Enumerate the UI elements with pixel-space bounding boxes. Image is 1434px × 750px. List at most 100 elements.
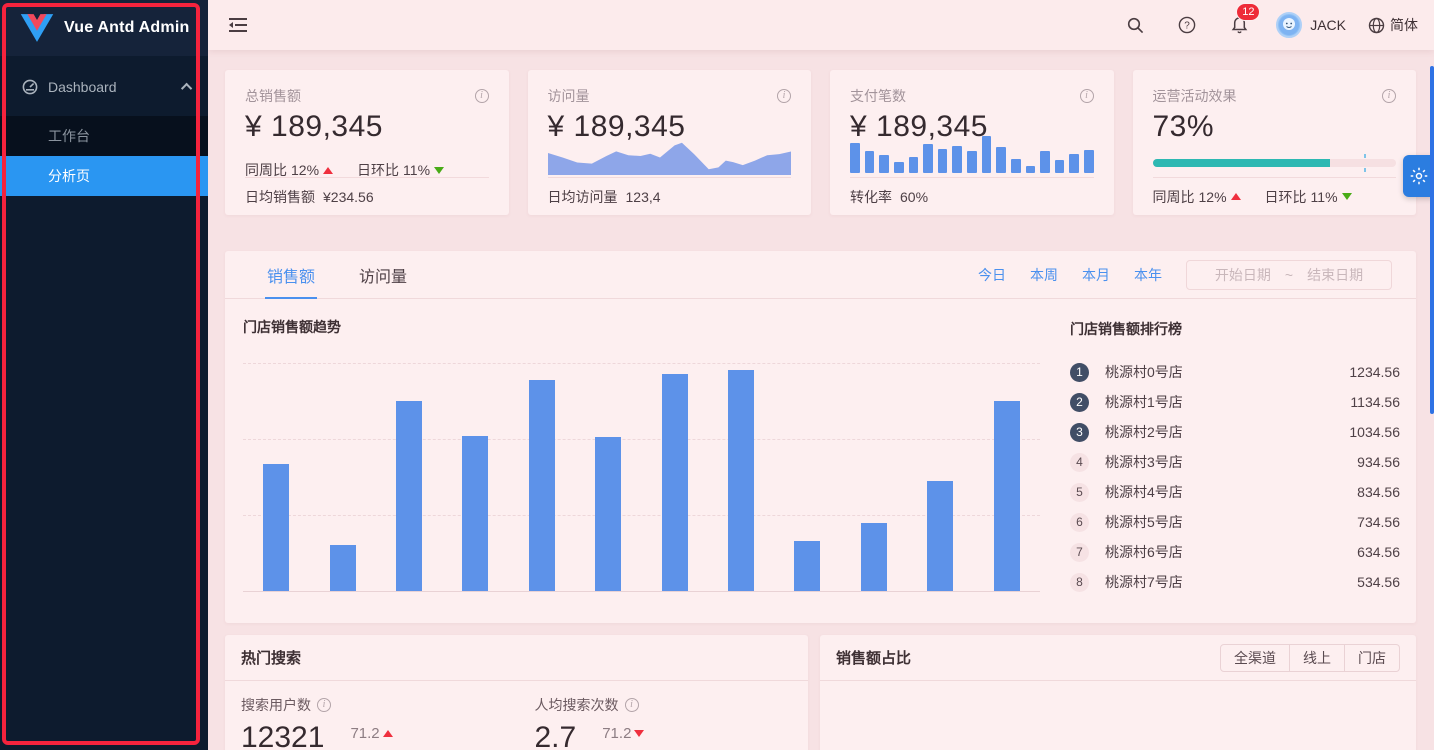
logo[interactable]: Vue Antd Admin [0, 0, 208, 56]
bar[interactable] [462, 436, 489, 591]
quick-filter-本年[interactable]: 本年 [1134, 266, 1162, 283]
search-icon[interactable] [1120, 10, 1150, 40]
channel-button-门店[interactable]: 门店 [1345, 643, 1400, 672]
progress-target-marker [1364, 154, 1367, 158]
sidebar-item-analysis[interactable]: 分析页 [0, 156, 208, 196]
content: 总销售额 i ¥ 189,345 同周比 12% 日环比 11% [208, 50, 1434, 750]
bar[interactable] [927, 481, 954, 591]
app-title: Vue Antd Admin [64, 19, 190, 36]
rank-badge: 4 [1070, 452, 1089, 472]
ranking-list-item: 6 桃源村5号店 734.56 [1070, 507, 1400, 537]
sidebar: Vue Antd Admin Dashboard 工作台 分析页 [0, 0, 208, 750]
ranking-list-item: 1 桃源村0号店 1234.56 [1070, 357, 1400, 387]
info-icon[interactable]: i [624, 698, 639, 712]
settings-gear-button[interactable] [1403, 155, 1434, 197]
bar[interactable] [329, 545, 356, 591]
rank-badge: 3 [1070, 422, 1089, 442]
bar[interactable] [595, 437, 622, 591]
visits-mini-area-chart [547, 137, 791, 175]
menu-fold-icon[interactable] [224, 11, 252, 39]
rank-store-name: 桃源村1号店 [1105, 394, 1183, 410]
channel-button-全渠道[interactable]: 全渠道 [1220, 643, 1290, 672]
quick-filter-本周[interactable]: 本周 [1030, 266, 1058, 283]
quick-filters: 今日 本周 本月 本年 [978, 265, 1162, 285]
bell-icon[interactable]: 12 [1224, 3, 1261, 40]
rank-store-value: 934.56 [1357, 454, 1400, 470]
bar[interactable] [794, 541, 821, 591]
mini-bar [1054, 160, 1065, 173]
language-switcher[interactable]: 简体 [1368, 15, 1418, 35]
info-icon[interactable]: i [1382, 89, 1396, 103]
metric-trend: 71.2 [602, 725, 645, 742]
channel-segmented-buttons: 全渠道 线上 门店 [1220, 643, 1400, 672]
info-icon[interactable]: i [1079, 89, 1094, 103]
ranking-title: 门店销售额排行榜 [1070, 321, 1182, 337]
topbar-right: ? 12 JACK 简体 [1120, 3, 1418, 40]
rank-badge: 5 [1070, 482, 1089, 502]
stat-card-total-sales: 总销售额 i ¥ 189,345 同周比 12% 日环比 11% [225, 70, 509, 215]
bar[interactable] [396, 401, 423, 591]
tabbar: 销售额 访问量 今日 本周 本月 本年 开始日期 ~ 结束日期 [225, 251, 1416, 299]
channel-button-线上[interactable]: 线上 [1290, 643, 1345, 672]
ranking-list-item: 5 桃源村4号店 834.56 [1070, 477, 1400, 507]
trend-value: 71.2 [602, 725, 632, 742]
ranking-list-item: 3 桃源村2号店 1034.56 [1070, 417, 1400, 447]
progress-fill [1152, 159, 1331, 167]
mini-bar [1084, 150, 1094, 173]
quick-filter-今日[interactable]: 今日 [978, 266, 1006, 283]
mini-bar [923, 144, 933, 173]
footer-label: 日均销售额 [245, 188, 315, 205]
mini-bar [952, 146, 962, 173]
mini-bar [893, 162, 904, 173]
rank-store-name: 桃源村5号店 [1105, 514, 1183, 530]
tab-销售额[interactable]: 销售额 [265, 251, 318, 299]
caret-up-icon [382, 730, 393, 737]
rank-store-name: 桃源村7号店 [1105, 574, 1183, 590]
svg-text:?: ? [1184, 20, 1190, 31]
bar[interactable] [728, 370, 755, 591]
date-separator: ~ [1284, 266, 1294, 283]
rank-badge: 2 [1070, 392, 1089, 412]
ranking-list-item: 8 桃源村7号店 534.56 [1070, 567, 1400, 597]
mini-bar [937, 149, 948, 173]
rank-store-value: 734.56 [1357, 514, 1400, 530]
card-title: 热门搜索 [241, 650, 302, 667]
stat-card-payments: 支付笔数 i ¥ 189,345 转化率 60% [830, 70, 1114, 215]
rank-store-value: 634.56 [1357, 544, 1400, 560]
operation-progress-bar [1152, 154, 1396, 172]
user-menu[interactable]: JACK [1276, 12, 1346, 38]
sales-body: 门店销售额趋势 门店销售额排行榜 1 桃源村0号店 1234.56 2 桃源村1号店 11… [225, 299, 1416, 623]
sidebar-item-dashboard[interactable]: Dashboard [0, 66, 208, 108]
tab-访问量[interactable]: 访问量 [359, 268, 408, 286]
rank-badge: 8 [1070, 572, 1089, 592]
info-icon[interactable]: i [777, 89, 791, 103]
bar[interactable] [860, 523, 887, 591]
ranking-list-item: 4 桃源村3号店 934.56 [1070, 447, 1400, 477]
info-icon[interactable]: i [317, 698, 331, 712]
vertical-scrollbar-thumb[interactable] [1430, 66, 1434, 414]
info-icon[interactable]: i [474, 89, 489, 103]
caret-down-icon [434, 166, 445, 174]
footer-value: 123,4 [625, 188, 661, 205]
bar[interactable] [993, 401, 1020, 591]
date-range-picker[interactable]: 开始日期 ~ 结束日期 [1186, 259, 1392, 290]
help-icon[interactable]: ? [1172, 10, 1202, 40]
card-title: 支付笔数 [850, 88, 906, 104]
mini-bar [1025, 166, 1036, 173]
ranking-list-item: 7 桃源村6号店 634.56 [1070, 537, 1400, 567]
avatar [1276, 12, 1303, 38]
caret-down-icon [634, 730, 645, 737]
bar[interactable] [263, 464, 290, 591]
footer-value: ¥234.56 [323, 188, 374, 205]
metric-value: 12321 [241, 721, 325, 750]
sidebar-item-workbench[interactable]: 工作台 [0, 116, 208, 156]
caret-up-icon [323, 166, 334, 174]
quick-filter-本月[interactable]: 本月 [1082, 266, 1110, 283]
tab-extra: 今日 本周 本月 本年 开始日期 ~ 结束日期 [978, 259, 1392, 290]
metric-trend: 71.2 [350, 725, 393, 742]
bar[interactable] [661, 374, 688, 591]
mini-bar [864, 151, 875, 173]
username: JACK [1310, 17, 1346, 33]
bar[interactable] [528, 380, 555, 591]
rank-store-value: 1034.56 [1349, 424, 1400, 440]
